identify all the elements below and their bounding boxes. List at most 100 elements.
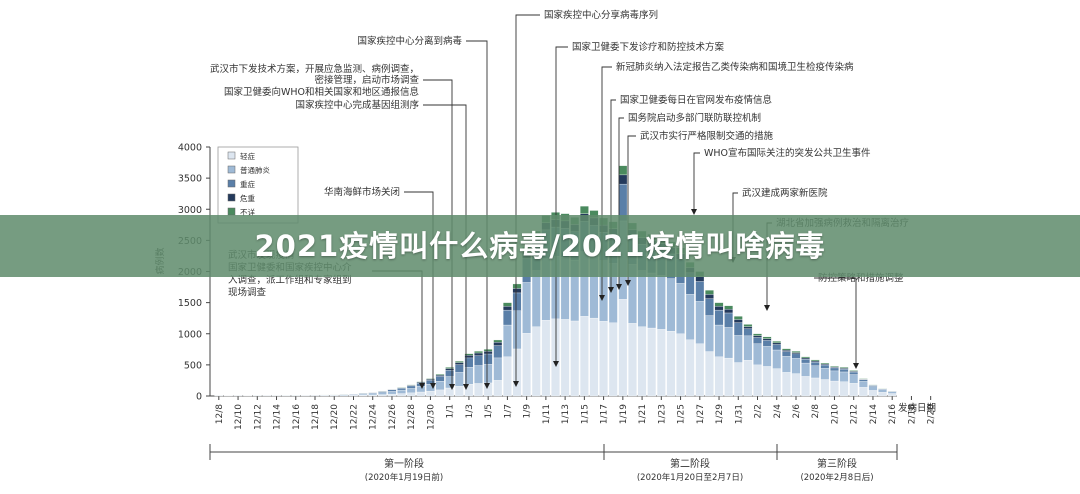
bar-segment-light bbox=[859, 387, 867, 396]
bar-segment-critical bbox=[445, 369, 453, 371]
annotation-text: 武汉建成两家新医院 bbox=[742, 187, 828, 199]
annotation-text: 密接管理，启动市场调查 bbox=[314, 74, 419, 86]
x-tick-label: 2/2 bbox=[754, 404, 764, 418]
bar-segment-light bbox=[599, 321, 607, 396]
banner-title: 2021疫情叫什么病毒/2021疫情叫啥病毒 bbox=[0, 215, 1080, 277]
bar-segment-unknown bbox=[830, 366, 838, 367]
bar-segment-light bbox=[426, 391, 434, 396]
bar-segment-light bbox=[417, 392, 425, 396]
y-tick-label: 0 bbox=[196, 392, 202, 403]
stage-name: 第一阶段 bbox=[384, 457, 424, 470]
x-tick-label: 1/7 bbox=[503, 404, 513, 418]
x-tick-label: 12/24 bbox=[369, 404, 379, 430]
bar-segment-severe bbox=[696, 281, 704, 301]
x-tick-label: 1/19 bbox=[619, 404, 629, 424]
bar-segment-light bbox=[801, 376, 809, 396]
bar-segment-common bbox=[417, 386, 425, 392]
bar-segment-unknown bbox=[436, 374, 444, 375]
bar-segment-common bbox=[369, 393, 377, 394]
bar-segment-unknown bbox=[850, 370, 858, 371]
bar-segment-light bbox=[686, 340, 694, 396]
bar-segment-light bbox=[676, 334, 684, 396]
bar-segment-light bbox=[773, 369, 781, 396]
bar-segment-common bbox=[696, 301, 704, 343]
annotation-text: 国家疾控中心分享病毒序列 bbox=[544, 9, 658, 21]
bar-segment-critical bbox=[619, 175, 627, 184]
bar-segment-severe bbox=[378, 392, 386, 393]
bar-segment-severe bbox=[407, 386, 415, 388]
bar-segment-light bbox=[628, 323, 636, 396]
bar-segment-light bbox=[532, 327, 540, 396]
x-axis-label: 发病日期 bbox=[898, 402, 936, 414]
annotation-text: 国家疾控中心完成基因组测序 bbox=[295, 99, 419, 111]
bar-segment-common bbox=[397, 390, 405, 393]
bar-segment-severe bbox=[821, 365, 829, 368]
bar-segment-critical bbox=[715, 306, 723, 310]
x-tick-label: 2/6 bbox=[792, 404, 802, 419]
bar-segment-common bbox=[830, 371, 838, 381]
bar-segment-light bbox=[369, 395, 377, 396]
bar-segment-severe bbox=[474, 356, 482, 366]
bar-segment-common bbox=[782, 356, 790, 372]
bar-segment-severe bbox=[869, 385, 877, 386]
annotation-text: 华南海鲜市场关闭 bbox=[324, 186, 400, 198]
y-tick-label: 4000 bbox=[178, 143, 202, 154]
bar-segment-unknown bbox=[484, 349, 492, 351]
y-tick-label: 1500 bbox=[178, 298, 202, 309]
x-tick-label: 2/12 bbox=[850, 404, 860, 424]
bar-segment-light bbox=[513, 349, 521, 396]
annotation-text: 国家卫健委每日在官网发布疫情信息 bbox=[620, 94, 772, 106]
bar-segment-light bbox=[522, 333, 530, 396]
bar-segment-unknown bbox=[445, 367, 453, 368]
legend-label: 危重 bbox=[240, 193, 255, 203]
y-tick-label: 1000 bbox=[178, 329, 202, 340]
bar-segment-critical bbox=[744, 327, 752, 329]
x-tick-label: 12/14 bbox=[273, 404, 283, 430]
bar-segment-unknown bbox=[734, 316, 742, 319]
bar-segment-light bbox=[830, 381, 838, 396]
bar-segment-severe bbox=[792, 354, 800, 358]
bar-segment-unknown bbox=[455, 361, 463, 362]
bar-segment-common bbox=[801, 363, 809, 376]
bar-segment-light bbox=[647, 328, 655, 396]
stage-range: (2020年1月19日前) bbox=[365, 472, 444, 483]
bar-segment-light bbox=[609, 323, 617, 396]
annotation-text: 国家卫健委向WHO和相关国家和地区通报信息 bbox=[224, 86, 419, 98]
bar-segment-severe bbox=[801, 359, 809, 363]
bar-segment-critical bbox=[811, 361, 819, 362]
bar-segment-critical bbox=[773, 343, 781, 345]
bar-segment-critical bbox=[705, 294, 713, 298]
x-tick-label: 1/23 bbox=[657, 404, 667, 424]
bar-segment-severe bbox=[859, 380, 867, 382]
bar-segment-common bbox=[773, 350, 781, 369]
bar-segment-light bbox=[561, 319, 569, 396]
bar-segment-critical bbox=[513, 288, 521, 292]
bar-segment-common bbox=[763, 346, 771, 366]
bar-segment-light bbox=[734, 363, 742, 396]
x-tick-label: 12/30 bbox=[426, 404, 436, 430]
bar-segment-light bbox=[542, 320, 550, 396]
bar-segment-severe bbox=[503, 310, 511, 325]
annotation-text: WHO宣布国际关注的突发公共卫生事件 bbox=[704, 147, 871, 159]
x-tick-label: 12/26 bbox=[388, 404, 398, 430]
bar-segment-light bbox=[850, 383, 858, 396]
bar-segment-severe bbox=[782, 352, 790, 357]
bar-segment-unknown bbox=[619, 166, 627, 175]
bar-segment-common bbox=[503, 325, 511, 357]
annotation-arrowhead bbox=[764, 305, 770, 311]
annotation-text: 国家卫健委下发诊疗和防控技术方案 bbox=[572, 41, 725, 53]
bar-segment-common bbox=[744, 336, 752, 360]
bar-segment-unknown bbox=[494, 340, 502, 342]
x-tick-label: 1/25 bbox=[677, 404, 687, 424]
bar-segment-critical bbox=[503, 306, 511, 310]
bar-segment-common bbox=[532, 271, 540, 327]
bar-segment-critical bbox=[763, 339, 771, 341]
bar-segment-light bbox=[869, 390, 877, 396]
bar-segment-light bbox=[571, 321, 579, 396]
bar-segment-unknown bbox=[773, 341, 781, 343]
bar-segment-severe bbox=[484, 354, 492, 364]
bar-segment-light bbox=[667, 331, 675, 396]
annotation-leader bbox=[694, 153, 700, 210]
annotation-leader bbox=[814, 278, 856, 364]
bar-segment-unknown bbox=[580, 206, 588, 214]
